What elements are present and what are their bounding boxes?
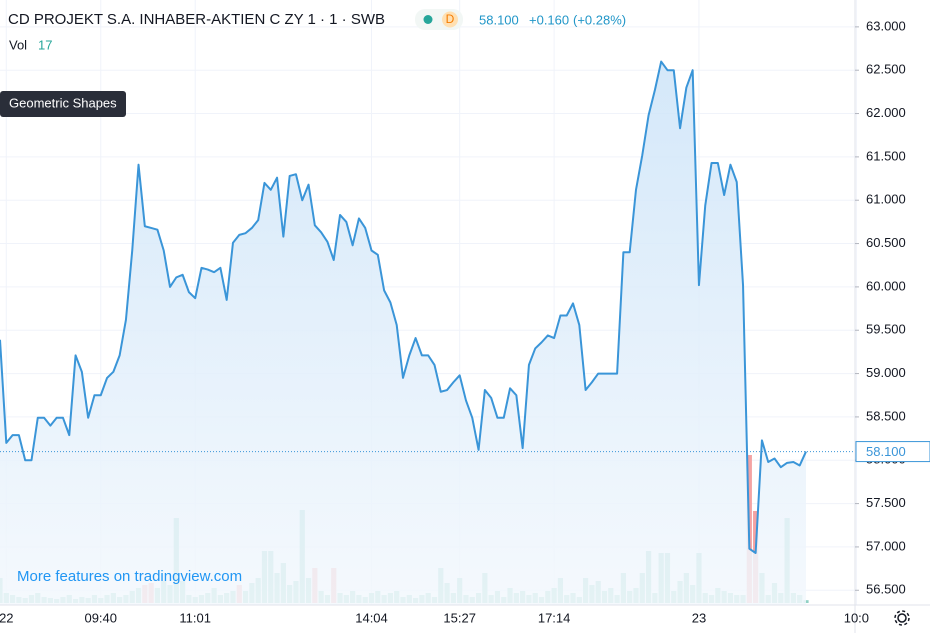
change: +0.160 <box>529 12 569 27</box>
y-tick-label: 59.500 <box>866 322 906 337</box>
x-tick-label: 14:04 <box>355 610 388 625</box>
x-tick-label: 10:0 <box>844 610 869 625</box>
y-tick-label: 57.000 <box>866 538 906 553</box>
volume-label: Vol <box>9 37 27 52</box>
x-tick-label: 15:27 <box>443 610 476 625</box>
y-tick-label: 60.000 <box>866 278 906 293</box>
y-tick-label: 57.500 <box>866 495 906 510</box>
y-tick-label: 61.000 <box>866 192 906 207</box>
last-price-tag <box>855 441 930 463</box>
y-tick-label: 58.500 <box>866 408 906 423</box>
x-tick-label: 17:14 <box>538 610 571 625</box>
last-price: 58.100 <box>479 12 519 27</box>
volume-last: 17 <box>38 37 52 52</box>
tooltip-box <box>0 91 126 117</box>
last-price-tag-label: 58.100 <box>866 444 906 459</box>
interval: D <box>446 12 455 26</box>
promo-link[interactable]: More features on tradingview.com <box>17 568 242 585</box>
price-area <box>0 61 806 606</box>
y-tick-label: 63.000 <box>866 18 906 33</box>
y-tick-label: 61.500 <box>866 148 906 163</box>
status-dot <box>423 15 433 24</box>
y-tick-label: 56.500 <box>866 582 906 597</box>
x-tick-label: 11:01 <box>179 610 211 625</box>
x-tick-label: 09:40 <box>84 610 117 625</box>
interval-badge <box>442 11 458 28</box>
settings-icon[interactable] <box>894 610 910 626</box>
chart-title: CD PROJEKT S.A. INHABER-AKTIEN C ZY 1 · … <box>8 11 385 28</box>
y-tick-label: 60.500 <box>866 235 906 250</box>
y-tick-label: 62.500 <box>866 62 906 77</box>
axes: 56.50057.00057.50058.00058.50059.00059.5… <box>0 18 930 625</box>
x-tick-label: 23 <box>692 610 706 625</box>
price-line <box>0 60 807 554</box>
y-tick-label: 62.000 <box>866 105 906 120</box>
x-tick-label: 22 <box>0 610 14 625</box>
plot <box>0 60 855 606</box>
tooltip: Geometric Shapes <box>9 95 117 110</box>
change-pct: (+0.28%) <box>573 12 626 27</box>
y-tick-label: 59.000 <box>866 365 906 380</box>
